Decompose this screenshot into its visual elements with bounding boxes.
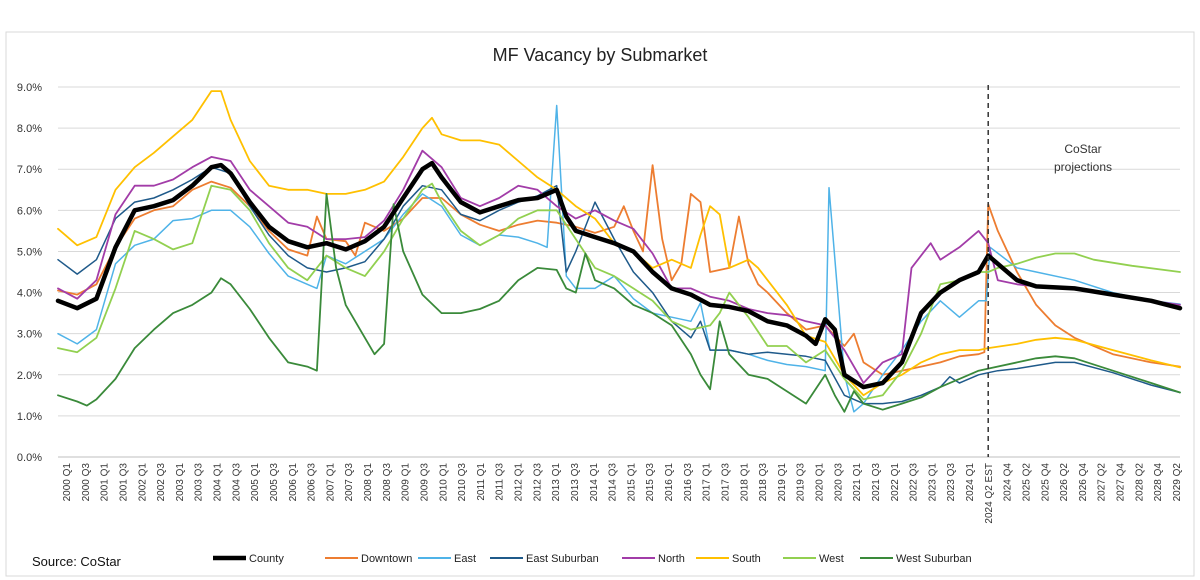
x-tick-label: 2011 Q3 xyxy=(495,463,506,501)
y-tick-label: 5.0% xyxy=(17,246,42,258)
legend-label-east-suburban: East Suburban xyxy=(526,553,599,565)
x-tick-label: 2018 Q1 xyxy=(739,463,750,502)
x-tick-label: 2022 Q3 xyxy=(909,463,920,502)
x-tick-label: 2026 Q4 xyxy=(1078,463,1089,502)
y-tick-label: 6.0% xyxy=(17,205,42,217)
legend-label-north: North xyxy=(658,553,685,565)
x-tick-label: 2027 Q4 xyxy=(1116,463,1127,502)
x-tick-label: 2004 Q3 xyxy=(231,463,242,502)
x-tick-label: 2002 Q3 xyxy=(156,463,167,502)
gridlines xyxy=(58,86,1180,458)
x-tick-label: 2009 Q1 xyxy=(401,463,412,502)
y-tick-label: 0.0% xyxy=(17,452,42,464)
legend-label-east: East xyxy=(454,553,476,565)
x-tick-label: 2013 Q1 xyxy=(551,463,562,502)
x-tick-label: 2021 Q3 xyxy=(871,463,882,502)
x-tick-label: 2001 Q3 xyxy=(118,463,129,502)
x-tick-label: 2000 Q3 xyxy=(81,463,92,502)
x-tick-label: 2019 Q3 xyxy=(796,463,807,502)
x-tick-label: 2025 Q2 xyxy=(1021,463,1032,502)
x-tick-label: 2010 Q1 xyxy=(438,463,449,502)
x-tick-label: 2010 Q3 xyxy=(457,463,468,502)
x-tick-label: 2011 Q1 xyxy=(476,463,487,501)
x-tick-label: 2028 Q4 xyxy=(1153,463,1164,502)
projection-annotation: CoStar projections xyxy=(987,85,1112,457)
x-tick-label: 2016 Q1 xyxy=(664,463,675,502)
y-tick-label: 8.0% xyxy=(17,123,42,135)
x-tick-label: 2013 Q3 xyxy=(570,463,581,502)
x-tick-label: 2024 Q1 xyxy=(965,463,976,502)
x-tick-label: 2014 Q1 xyxy=(589,463,600,502)
x-tick-label: 2023 Q1 xyxy=(927,463,938,502)
x-tick-label: 2016 Q3 xyxy=(683,463,694,502)
x-tick-label: 2007 Q3 xyxy=(344,463,355,502)
legend-label-west: West xyxy=(819,553,844,565)
legend-label-county: County xyxy=(249,553,284,565)
x-tick-label: 2029 Q2 xyxy=(1172,463,1183,502)
x-tick-label: 2022 Q1 xyxy=(890,463,901,502)
y-tick-label: 9.0% xyxy=(17,82,42,94)
series-line-county xyxy=(55,160,1183,390)
y-tick-label: 1.0% xyxy=(17,411,42,423)
x-tick-label: 2000 Q1 xyxy=(62,463,73,502)
y-tick-label: 3.0% xyxy=(17,329,42,341)
x-tick-label: 2008 Q1 xyxy=(363,463,374,502)
projection-label-line-1: CoStar xyxy=(1064,142,1101,156)
x-tick-label: 2007 Q1 xyxy=(325,463,336,502)
chart-area-border xyxy=(5,31,1195,577)
x-tick-label: 2025 Q4 xyxy=(1040,463,1051,502)
x-tick-label: 2008 Q3 xyxy=(382,463,393,502)
legend-label-downtown: Downtown xyxy=(361,553,412,565)
x-tick-label: 2006 Q1 xyxy=(288,463,299,502)
x-tick-label: 2005 Q3 xyxy=(269,463,280,502)
x-tick-label: 2017 Q3 xyxy=(720,463,731,502)
x-tick-label: 2003 Q3 xyxy=(194,463,205,502)
series-line-north xyxy=(57,149,1181,384)
series-line-east xyxy=(57,104,1181,413)
x-tick-label: 2020 Q1 xyxy=(815,463,826,502)
chart-title: MF Vacancy by Submarket xyxy=(493,45,708,65)
legend-label-south: South xyxy=(732,553,761,565)
series-lines xyxy=(55,90,1183,413)
y-tick-label: 4.0% xyxy=(17,288,42,300)
x-tick-label: 2017 Q1 xyxy=(702,463,713,502)
x-tick-label: 2018 Q3 xyxy=(758,463,769,502)
x-tick-label: 2015 Q1 xyxy=(626,463,637,502)
projection-label-line-2: projections xyxy=(1054,160,1112,174)
x-tick-label: 2028 Q2 xyxy=(1134,463,1145,502)
x-tick-label: 2012 Q1 xyxy=(514,463,525,502)
x-tick-label: 2003 Q1 xyxy=(175,463,186,502)
x-tick-label: 2014 Q3 xyxy=(608,463,619,502)
x-tick-label: 2005 Q1 xyxy=(250,463,261,502)
y-tick-label: 2.0% xyxy=(17,370,42,382)
series-line-downtown xyxy=(57,164,1181,376)
x-tick-label: 2024 Q2 EST xyxy=(984,463,995,524)
x-tick-label: 2023 Q3 xyxy=(946,463,957,502)
x-tick-label: 2021 Q1 xyxy=(852,463,863,502)
source-note: Source: CoStar xyxy=(32,554,121,569)
x-tick-label: 2002 Q1 xyxy=(137,463,148,502)
y-axis-ticks: 0.0% 1.0% 2.0% 3.0% 4.0% 5.0% 6.0% 7.0% 8.0% 9.0% xyxy=(17,82,42,464)
x-tick-label: 2019 Q1 xyxy=(777,463,788,502)
x-tick-label: 2009 Q3 xyxy=(419,463,430,502)
x-tick-label: 2026 Q2 xyxy=(1059,463,1070,502)
series-line-west-suburban xyxy=(57,193,1181,413)
x-tick-label: 2024 Q4 xyxy=(1003,463,1014,502)
series-line-south xyxy=(57,90,1181,397)
x-tick-label: 2015 Q3 xyxy=(645,463,656,502)
x-axis-ticks: 2000 Q1 2000 Q3 2001 Q1 2001 Q3 2002 Q1 2002 … xyxy=(62,463,1183,524)
x-tick-label: 2006 Q3 xyxy=(307,463,318,502)
x-tick-label: 2027 Q2 xyxy=(1097,463,1108,502)
x-tick-label: 2001 Q1 xyxy=(100,463,111,502)
legend-label-west-suburban: West Suburban xyxy=(896,553,972,565)
x-tick-label: 2012 Q3 xyxy=(532,463,543,502)
legend: County Downtown East East Suburban North Sout… xyxy=(213,553,972,565)
x-tick-label: 2004 Q1 xyxy=(213,463,224,502)
x-tick-label: 2020 Q3 xyxy=(833,463,844,502)
y-tick-label: 7.0% xyxy=(17,164,42,176)
